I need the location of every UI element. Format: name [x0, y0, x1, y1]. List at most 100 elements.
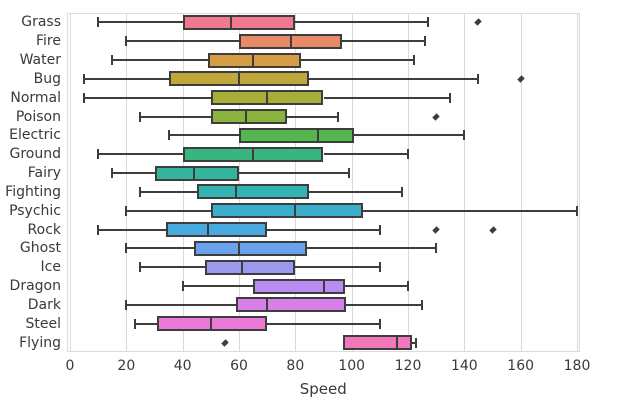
whisker-cap [83, 73, 86, 84]
median-line [192, 167, 195, 179]
whisker-cap [139, 262, 142, 273]
whisker-cap [125, 299, 128, 310]
whisker-cap [139, 111, 142, 122]
whisker-cap [463, 130, 466, 141]
median-line [235, 186, 238, 198]
whisker-line [300, 59, 414, 62]
median-line [266, 299, 269, 311]
box [157, 316, 268, 332]
whisker-cap [477, 73, 480, 84]
x-axis-tick-label: 180 [563, 358, 591, 374]
category-label: Fairy [27, 165, 61, 182]
whisker-line [323, 96, 451, 99]
whisker-cap [378, 318, 381, 329]
category-label: Ghost [19, 240, 61, 257]
category-label: Ice [40, 259, 61, 276]
whisker-line [140, 266, 206, 269]
whisker-line [134, 322, 158, 325]
whisker-line [126, 209, 211, 212]
category-label: Normal [10, 89, 61, 106]
whisker-cap [125, 36, 128, 47]
gridline [182, 13, 184, 352]
whisker-line [412, 341, 417, 344]
whisker-cap [435, 243, 438, 254]
whisker-line [126, 303, 237, 306]
median-line [229, 16, 232, 28]
whisker-cap [167, 130, 170, 141]
whisker-cap [139, 186, 142, 197]
gridline [239, 13, 240, 352]
median-line [207, 224, 210, 236]
box [210, 109, 287, 125]
whisker-line [362, 209, 577, 212]
x-axis-tick-label: 20 [117, 358, 136, 374]
whisker-line [309, 190, 403, 193]
gridline [408, 13, 409, 352]
box [182, 14, 296, 30]
gridline [520, 13, 522, 352]
whisker-cap [336, 111, 339, 122]
whisker-cap [111, 168, 114, 179]
whisker-cap [426, 17, 429, 28]
category-label: Dragon [9, 278, 61, 295]
median-line [238, 242, 240, 254]
median-line [395, 337, 398, 349]
x-axis-tick-label: 140 [450, 358, 478, 374]
category-label: Grass [21, 14, 61, 31]
whisker-cap [97, 17, 100, 28]
category-label: Poison [15, 108, 61, 125]
x-axis-tick-label: 120 [394, 358, 422, 374]
box [343, 335, 413, 351]
whisker-cap [576, 205, 578, 216]
whisker-line [267, 228, 380, 231]
whisker-cap [125, 243, 128, 254]
box [253, 278, 345, 294]
gridline [351, 13, 353, 352]
category-label: Fire [36, 33, 61, 50]
gridline [295, 13, 297, 352]
median-line [245, 111, 248, 123]
whisker-line [344, 285, 408, 288]
whisker-line [286, 115, 338, 118]
category-label: Dark [27, 296, 61, 313]
category-label: Electric [9, 127, 61, 144]
gridline [126, 13, 128, 352]
median-line [240, 261, 243, 273]
median-line [266, 92, 269, 104]
category-label: Steel [25, 315, 62, 332]
box [210, 203, 363, 219]
box [193, 240, 307, 256]
box [208, 52, 301, 68]
whisker-line [267, 322, 380, 325]
whisker-cap [407, 281, 409, 292]
whisker-line [239, 172, 349, 175]
median-line [209, 318, 212, 330]
whisker-cap [449, 92, 452, 103]
category-label: Water [19, 52, 61, 69]
whisker-line [295, 21, 428, 24]
whisker-cap [423, 36, 426, 47]
median-line [238, 73, 240, 85]
whisker-line [98, 21, 183, 24]
whisker-cap [378, 224, 381, 235]
whisker-cap [407, 149, 409, 160]
whisker-line [306, 247, 437, 250]
box [154, 165, 239, 181]
box [239, 127, 355, 143]
median-line [316, 129, 319, 141]
median-line [252, 54, 255, 66]
whisker-cap [412, 55, 415, 66]
whisker-cap [125, 205, 128, 216]
whisker-cap [347, 168, 350, 179]
whisker-line [84, 77, 169, 80]
whisker-cap [181, 281, 184, 292]
whisker-line [126, 40, 239, 43]
whisker-cap [97, 149, 100, 160]
whisker-line [112, 59, 209, 62]
box [165, 222, 268, 238]
whisker-cap [401, 186, 404, 197]
x-axis-title: Speed [299, 380, 347, 398]
median-line [290, 35, 293, 47]
whisker-line [323, 153, 408, 156]
